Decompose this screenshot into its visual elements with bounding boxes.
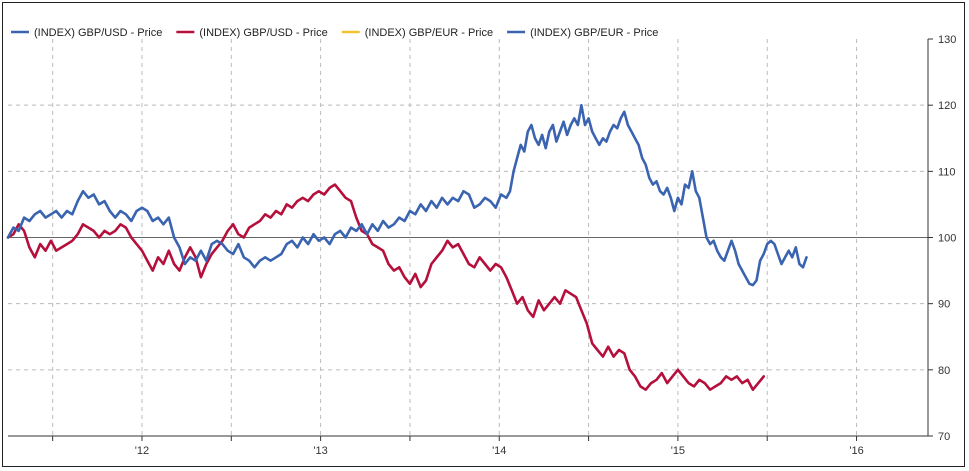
series-layer (6, 103, 808, 391)
y-tick-label: 80 (938, 365, 950, 377)
x-tick-label: '13 (313, 445, 327, 457)
legend-item[interactable]: (INDEX) GBP/EUR - Price (341, 27, 493, 39)
y-tick-label: 90 (938, 299, 950, 311)
legend-label: (INDEX) GBP/EUR - Price (530, 27, 658, 39)
series-line-1 (6, 183, 765, 391)
x-tick-label: '14 (492, 445, 506, 457)
y-tick-label: 130 (938, 34, 956, 46)
legend-label: (INDEX) GBP/EUR - Price (365, 27, 493, 39)
y-tick-label: 70 (938, 431, 950, 443)
legend: (INDEX) GBP/USD - Price (INDEX) GBP/USD -… (11, 27, 658, 39)
y-tick-label: 120 (938, 100, 956, 112)
legend-label: (INDEX) GBP/USD - Price (199, 27, 327, 39)
y-tick-label: 110 (938, 166, 956, 178)
grid-layer (8, 39, 928, 436)
legend-item[interactable]: (INDEX) GBP/USD - Price (11, 27, 162, 39)
y-tick-label: 100 (938, 233, 956, 245)
axis-layer: 70 80 90 100 110 120 130 '12 '13 '14 '15 '16 (8, 34, 956, 457)
x-tick-label: '12 (135, 445, 149, 457)
legend-label: (INDEX) GBP/USD - Price (34, 27, 162, 39)
series-line-0 (6, 103, 808, 287)
line-chart: 70 80 90 100 110 120 130 '12 '13 '14 '15 '16 (INDEX… (6, 27, 956, 457)
legend-item[interactable]: (INDEX) GBP/USD - Price (176, 27, 328, 39)
x-tick-label: '16 (849, 445, 863, 457)
x-tick-label: '15 (671, 445, 685, 457)
legend-item[interactable]: (INDEX) GBP/EUR - Price (507, 27, 658, 39)
